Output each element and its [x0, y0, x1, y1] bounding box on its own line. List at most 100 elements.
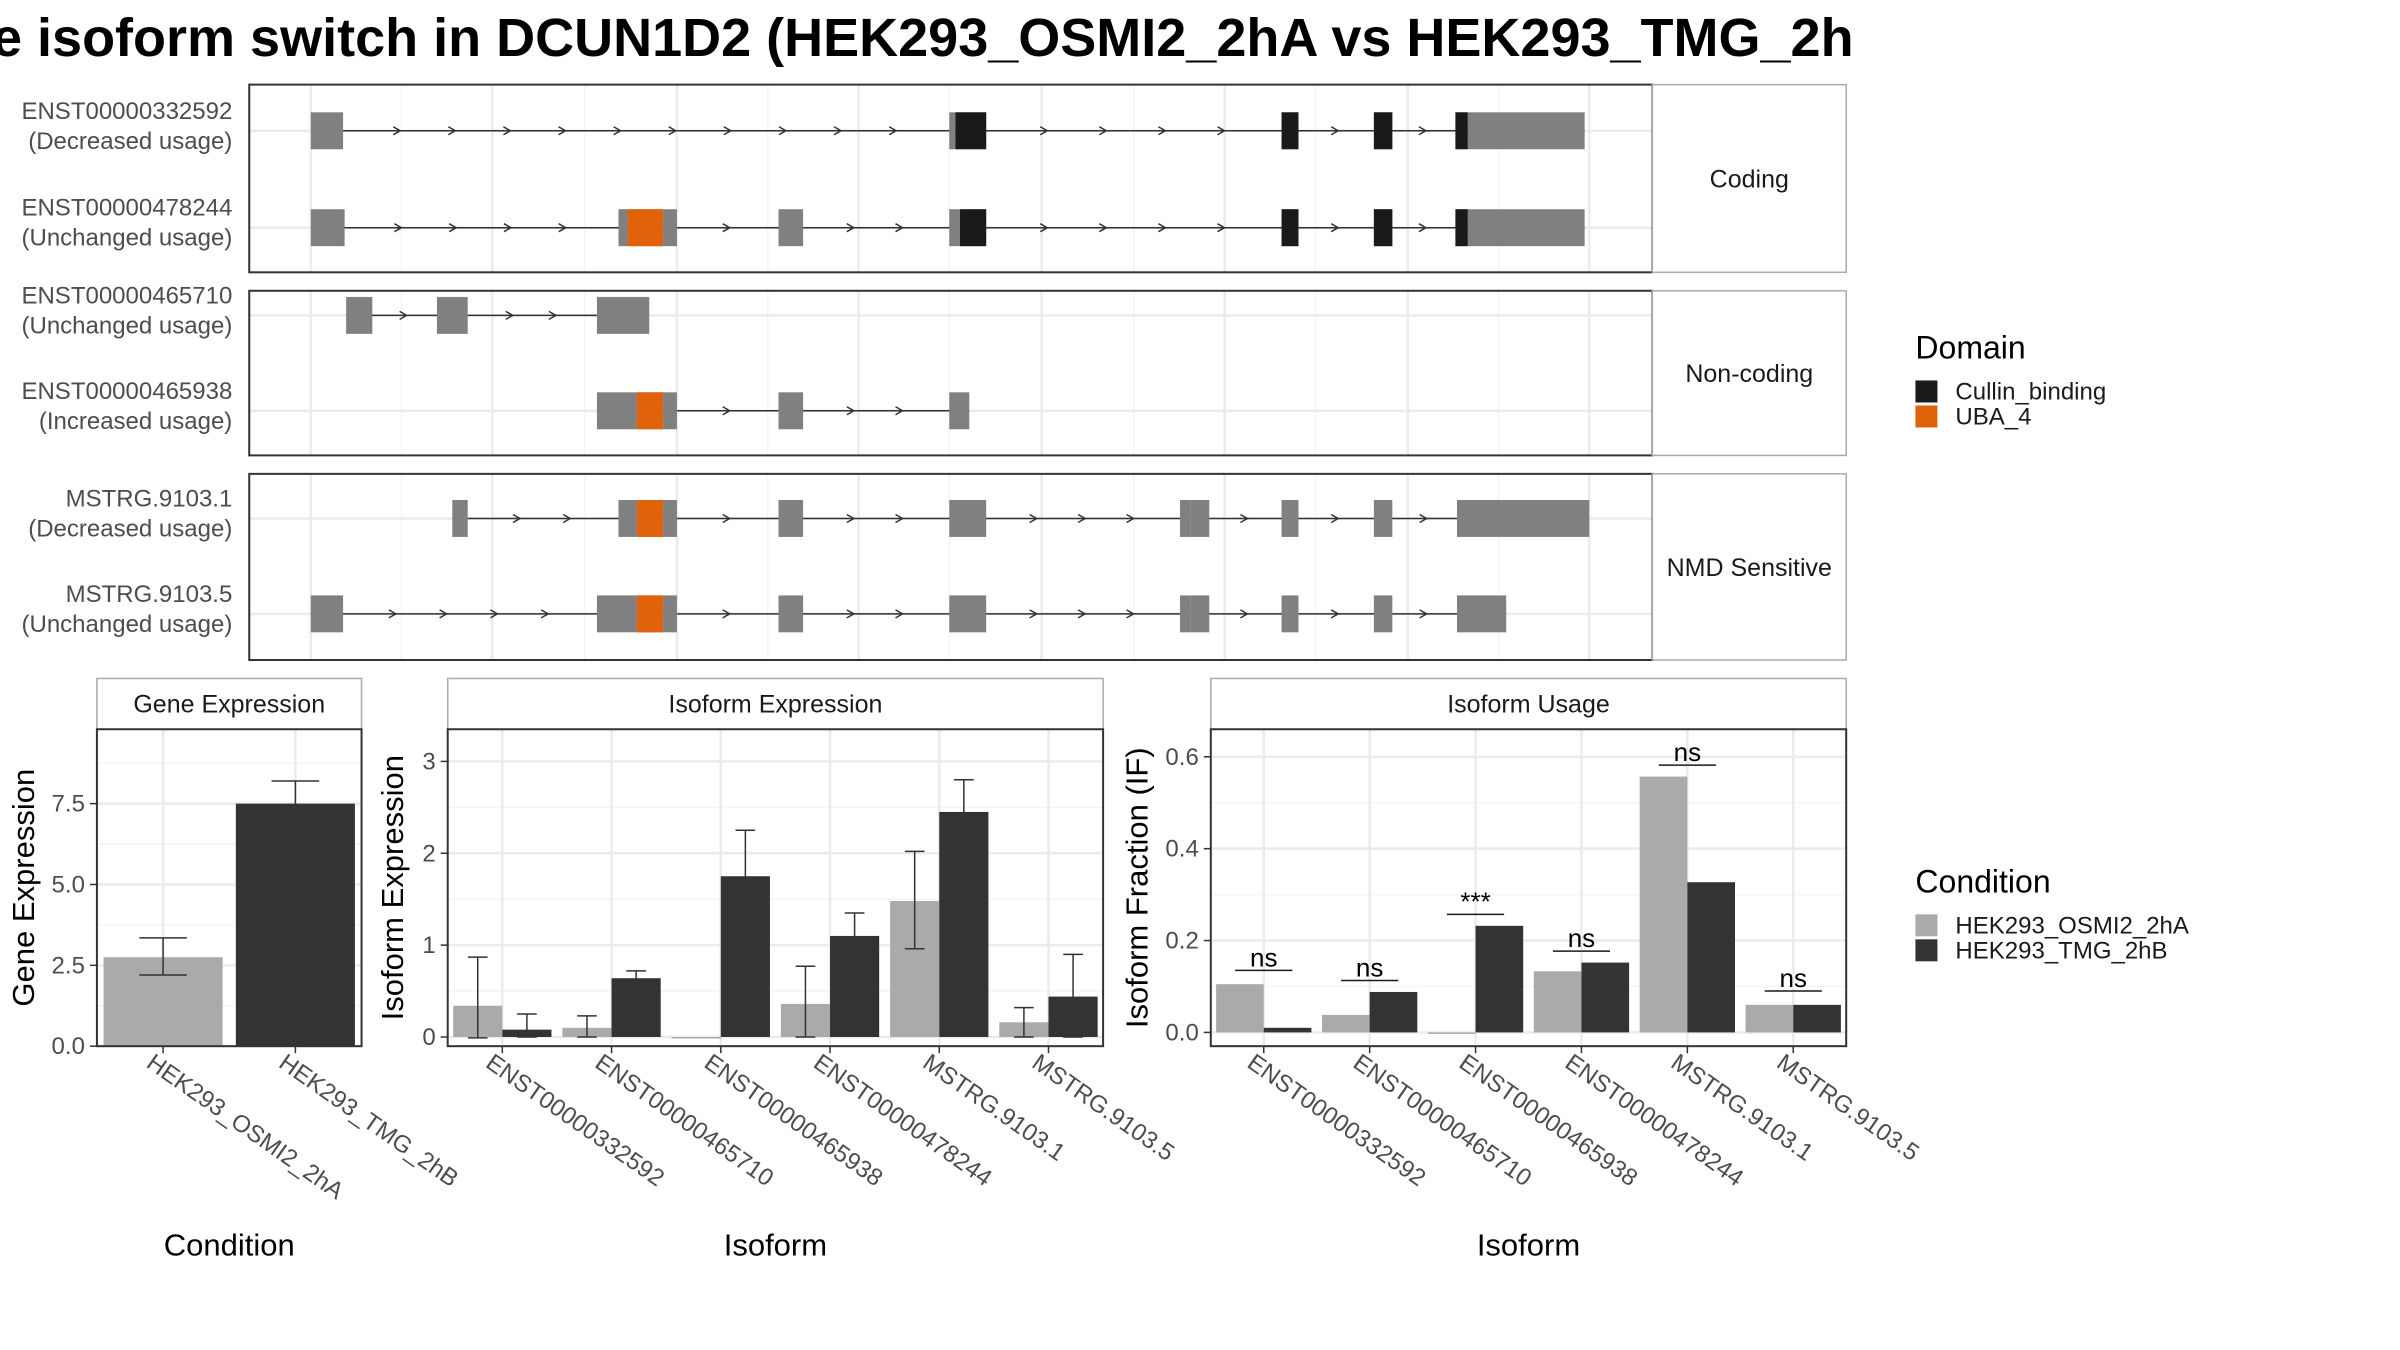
transcript-name: MSTRG.9103.1 [66, 485, 233, 512]
strand-arrow [1126, 609, 1136, 619]
bar-chart-panel: Isoform Expression0123ENST00000332592ENS… [375, 677, 1179, 1262]
strand-arrow [1240, 609, 1249, 619]
facet-strip-label: Coding [1710, 165, 1789, 193]
strand-arrow [1098, 126, 1108, 136]
exon [778, 595, 804, 633]
strand-arrow [722, 223, 732, 233]
transcript-structure-panel: Coding ENST00000332592(Decreased usage) EN… [21, 83, 1847, 662]
strand-arrow [1029, 513, 1039, 524]
x-tick-label: ENST00000465710 [1348, 1049, 1536, 1192]
legend-item-label: UBA_4 [1955, 403, 2031, 430]
strand-arrow [895, 406, 905, 416]
plot-background [1210, 729, 1847, 1047]
exon [663, 595, 677, 633]
strand-arrow [399, 310, 409, 321]
transcript-name: ENST00000465938 [21, 378, 232, 405]
transcript-row: ENST00000478244 (Unchanged usage) [21, 195, 1585, 252]
strand-arrow [505, 310, 515, 321]
x-tick-label: ENST00000332592 [1242, 1049, 1430, 1192]
bar [1263, 1027, 1312, 1033]
domain-block [955, 112, 987, 150]
legend-swatch [1915, 380, 1938, 403]
domain-block [1455, 209, 1468, 247]
strand-arrow [394, 223, 403, 233]
exon [1190, 595, 1210, 633]
strand-arrow [613, 126, 623, 136]
exon [663, 392, 677, 430]
strand-arrow [723, 126, 733, 136]
transcript-usage: (Unchanged usage) [22, 312, 233, 339]
x-axis-title: Isoform [724, 1227, 827, 1262]
strand-arrow [490, 609, 499, 619]
exon [1467, 112, 1479, 150]
panel-title: Isoform Usage [1447, 690, 1610, 718]
y-tick-label: 2.5 [52, 952, 85, 979]
bar [1639, 776, 1688, 1033]
legend-title: Condition [1915, 863, 2050, 899]
bar [1475, 925, 1524, 1033]
domain-block [1455, 112, 1468, 150]
transcript-row: ENST00000332592 (Decreased usage) [21, 98, 1585, 155]
facet-strip-label: Non-coding [1685, 360, 1813, 388]
plot-border [1209, 728, 1848, 1048]
transcript-usage: (Unchanged usage) [22, 611, 233, 638]
facet-strip [1651, 290, 1847, 457]
strand-arrow [668, 126, 678, 136]
panel-strip [1210, 677, 1847, 730]
y-tick-label: 2 [422, 840, 435, 867]
significance-label: ns [1674, 737, 1701, 767]
strand-arrow [1330, 126, 1340, 136]
transcript-facet: Non-coding ENST00000465710 (Unchanged usag… [21, 282, 1847, 457]
transcript-name: ENST00000465710 [21, 282, 232, 309]
transcript-name: MSTRG.9103.5 [66, 581, 233, 608]
strand-arrow [1039, 223, 1049, 233]
bar [1369, 991, 1418, 1033]
strand-arrow [1029, 609, 1039, 619]
exon [310, 209, 344, 247]
strand-arrow [1240, 513, 1249, 524]
bar [235, 803, 355, 1047]
facet-strip-label: NMD Sensitive [1667, 554, 1832, 582]
strand-arrow [1158, 223, 1167, 233]
transcript-usage: (Unchanged usage) [22, 225, 233, 252]
strand-arrow [562, 513, 572, 524]
strand-arrow [778, 126, 788, 136]
exon [346, 296, 373, 334]
bar [939, 811, 989, 1037]
exon [1373, 595, 1393, 633]
strand-arrow [895, 609, 905, 619]
y-tick-label: 1 [422, 932, 435, 959]
strand-arrow [447, 126, 457, 136]
exon [949, 112, 956, 150]
figure-title: e isoform switch in DCUN1D2 (HEK293_OSMI… [0, 8, 1854, 68]
bar [1321, 1014, 1370, 1033]
x-axis-title: Isoform [1477, 1227, 1580, 1262]
bar-chart-panel: Isoform Usage 0.0 0.2 0.4 0.6 ns ENST000003325… [1120, 677, 1924, 1262]
x-tick-label: ENST00000465938 [699, 1049, 887, 1192]
exon [618, 209, 628, 247]
strand-arrow [846, 223, 856, 233]
plot-background [447, 729, 1104, 1047]
x-axis-title: Condition [164, 1227, 295, 1262]
strand-arrow [1419, 609, 1429, 619]
strand-arrow [1330, 223, 1340, 233]
strand-arrow [1330, 513, 1340, 524]
transcript-row: ENST00000465938 (Increased usage) [21, 378, 970, 435]
domain-block [1281, 209, 1299, 247]
panel-strip [446, 677, 1104, 730]
legend-title: Domain [1915, 329, 2025, 365]
exon [1281, 500, 1299, 537]
domain-block [636, 595, 664, 633]
significance-label: ns [1250, 942, 1277, 972]
strand-arrow [846, 513, 856, 524]
strand-arrow [558, 223, 568, 233]
y-axis-title: Isoform Fraction (IF) [1120, 747, 1155, 1028]
significance-label: ns [1780, 963, 1807, 993]
legend-swatch [1915, 405, 1938, 428]
legend-swatch [1915, 914, 1938, 937]
y-tick-label: 0 [422, 1024, 435, 1051]
transcript-facet: Coding ENST00000332592(Decreased usage) EN… [21, 83, 1847, 274]
transcript-name: ENST00000478244 [21, 195, 232, 222]
x-tick-label: ENST00000465710 [590, 1049, 778, 1192]
